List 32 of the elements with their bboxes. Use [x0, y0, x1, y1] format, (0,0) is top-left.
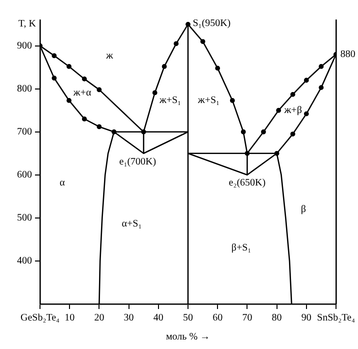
y-tick-label: 600 [17, 170, 32, 181]
y-tick-label: 800 [17, 83, 32, 94]
annotation: e₂(650K) [228, 177, 266, 188]
annotation: ж+α [72, 87, 92, 98]
x-tick-label: SnSb₂Te₄ [317, 312, 356, 324]
annotation: α+S₁ [122, 218, 142, 230]
text: 880 [340, 49, 356, 60]
annotation: ж+S₁ [158, 95, 182, 106]
x-tick-label: 70 [242, 312, 252, 324]
y-tick-label: 900 [17, 40, 32, 52]
x-tick-label: 90 [301, 312, 312, 324]
x-tick-label: 60 [212, 312, 223, 324]
annotation: ж+S₁ [196, 95, 220, 106]
x-tick-label: 50 [183, 312, 193, 324]
annotation: β [300, 204, 306, 215]
x-tick-label: GeSb₂Te₄ [20, 312, 60, 324]
y-tick-label: 700 [17, 126, 32, 138]
y-tick-label: 500 [17, 212, 32, 224]
annotation: S₁(950K) [192, 18, 231, 30]
x-tick-label: 80 [272, 312, 282, 324]
x-tick-label: 30 [124, 312, 134, 324]
annotation: ж+β [283, 104, 302, 116]
x-tick-label: 10 [64, 312, 75, 324]
x-axis-title: моль % → [166, 332, 210, 343]
x-tick-label: 40 [153, 312, 164, 324]
annotation: e₁(700K) [119, 156, 156, 168]
annotation: α [60, 177, 66, 188]
annotation: ж [105, 50, 114, 62]
y-axis-title: T, K [18, 18, 37, 30]
y-tick-label: 400 [17, 256, 32, 267]
x-tick-label: 20 [94, 312, 104, 324]
annotation: β+S₁ [231, 242, 252, 254]
